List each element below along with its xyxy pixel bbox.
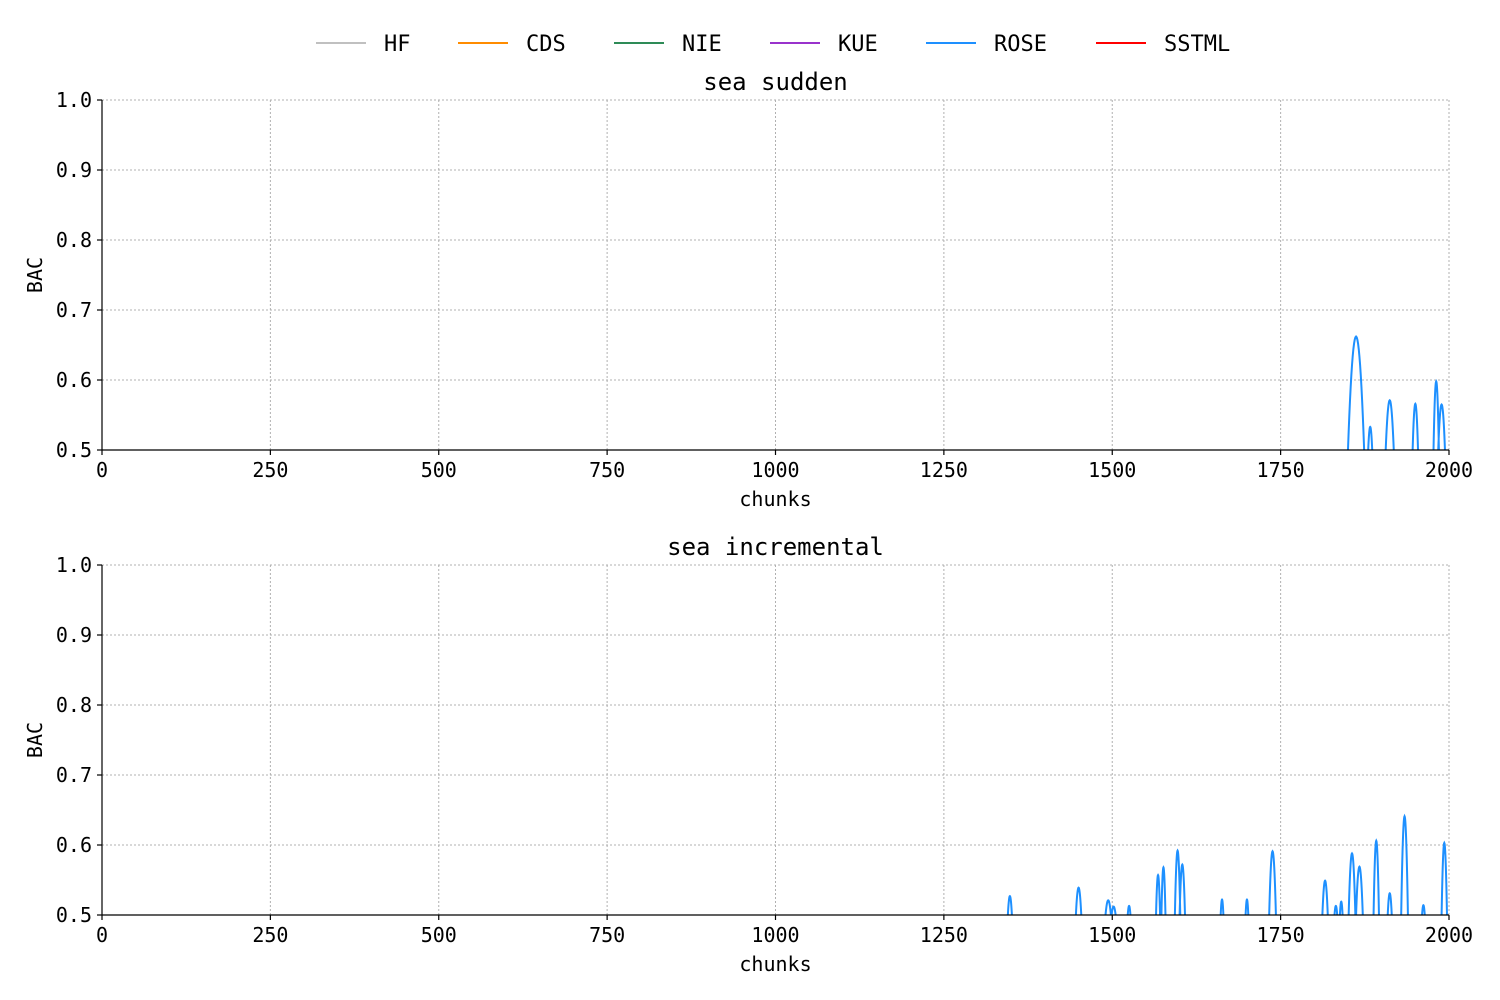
chart-sea-sudden: 0 250 500 750 1000 1250 1500 1750 2000 0.5 0.6 0.7 0… [23,68,1473,511]
x-axis-label: chunks [739,487,811,511]
y-tick-label: 0.7 [56,763,92,787]
series-line-rose [1006,813,1448,916]
y-tick-label: 0.6 [56,368,92,392]
x-tick-label: 750 [589,923,625,947]
y-axis-label: BAC [23,722,47,758]
x-tick-label: 1750 [1257,923,1305,947]
x-tick-label: 1750 [1257,458,1305,482]
x-tick-label: 500 [421,923,457,947]
y-tick-label: 0.6 [56,833,92,857]
x-tick-label: 250 [252,923,288,947]
y-tick-label: 0.5 [56,903,92,927]
x-tick-label: 1250 [920,458,968,482]
y-tick-label: 0.8 [56,228,92,252]
legend-label-sstml: SSTML [1164,32,1230,57]
x-tick-label: 1500 [1088,458,1136,482]
legend-label-kue: KUE [838,32,878,57]
y-tick-label: 0.8 [56,693,92,717]
x-tick-label: 0 [96,923,108,947]
legend: HF CDS NIE KUE ROSE SSTML [316,32,1230,57]
chart-sea-incremental: 0 250 500 750 1000 1250 1500 1750 2000 0.5 0.6 0.7 0… [23,533,1473,976]
x-tick-label: 750 [589,458,625,482]
y-tick-label: 0.9 [56,158,92,182]
x-tick-label: 500 [421,458,457,482]
legend-label-nie: NIE [682,32,722,57]
y-tick-label: 1.0 [56,88,92,112]
chart-title: sea sudden [703,68,848,96]
x-tick-label: 1250 [920,923,968,947]
series-line-rose [1346,335,1446,451]
y-tick-label: 0.7 [56,298,92,322]
x-tick-label: 1500 [1088,923,1136,947]
y-tick-label: 0.5 [56,438,92,462]
x-tick-label: 0 [96,458,108,482]
y-tick-label: 1.0 [56,553,92,577]
x-tick-label: 2000 [1425,923,1473,947]
x-tick-label: 1000 [751,923,799,947]
legend-label-cds: CDS [526,32,566,57]
legend-label-rose: ROSE [994,32,1047,57]
y-tick-label: 0.9 [56,623,92,647]
x-axis-label: chunks [739,952,811,976]
x-tick-label: 2000 [1425,458,1473,482]
x-tick-label: 250 [252,458,288,482]
x-tick-label: 1000 [751,458,799,482]
chart-title: sea incremental [667,533,884,561]
legend-label-hf: HF [384,32,411,57]
y-axis-label: BAC [23,257,47,293]
